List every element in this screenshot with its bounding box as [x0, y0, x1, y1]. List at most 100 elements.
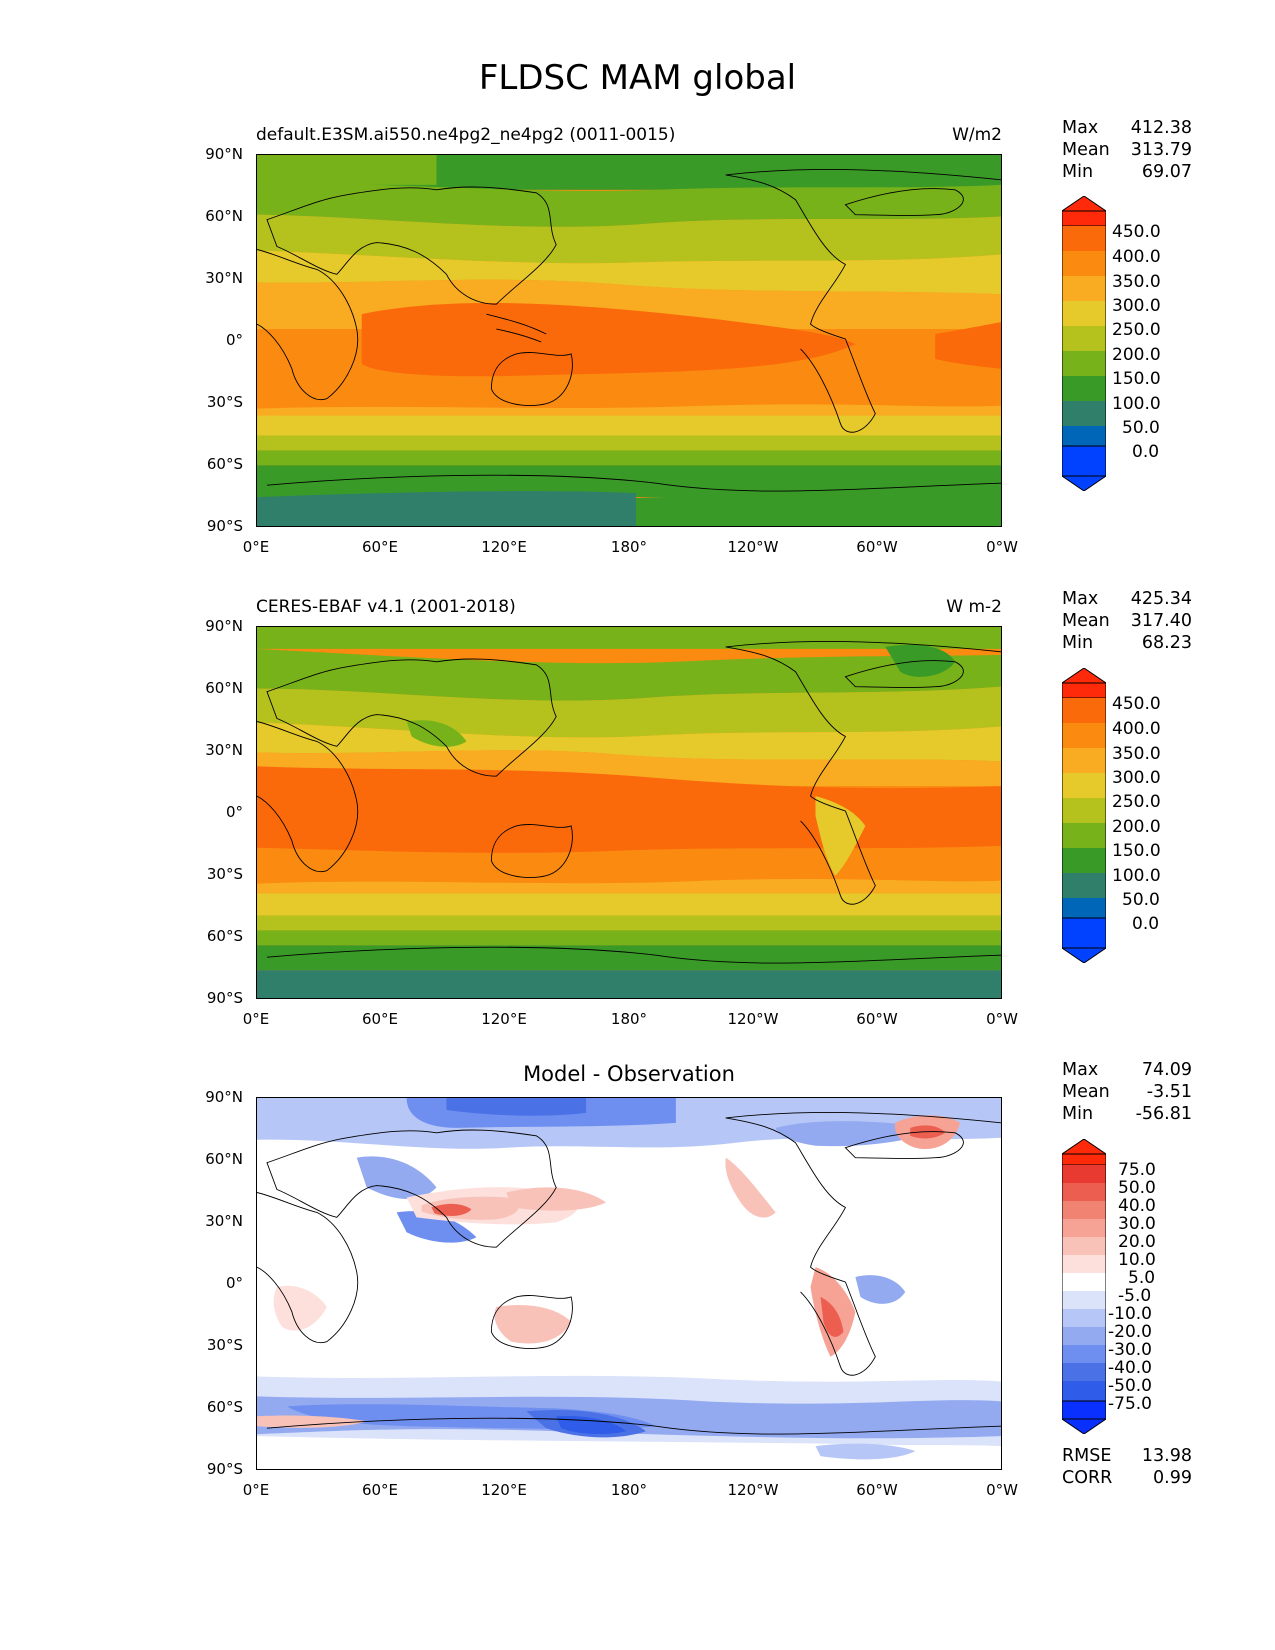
- panel1-units: W/m2: [952, 125, 1002, 145]
- panel3-cbar-label: -20.0: [1108, 1322, 1152, 1342]
- panel2-cbar-label: 400.0: [1112, 719, 1161, 739]
- panel3-lon-label: 120°E: [481, 1481, 527, 1499]
- panel3-title: Model - Observation: [523, 1062, 735, 1086]
- panel3-cbar-label: 10.0: [1118, 1250, 1156, 1270]
- corr-label: CORR: [1062, 1468, 1113, 1488]
- panel3-metrics: RMSE 13.98 CORR 0.99: [1062, 1445, 1192, 1489]
- panel3-map-svg: [257, 1098, 1001, 1469]
- panel3-lon-label: 60°E: [361, 1481, 399, 1499]
- panel1-cbar-label: 50.0: [1122, 418, 1160, 438]
- panel2-lon-label: 0°W: [986, 1010, 1018, 1028]
- figure-title: FLDSC MAM global: [478, 58, 797, 98]
- panel2-map-svg: [257, 627, 1001, 998]
- panel2-colorbar-svg: [1062, 668, 1106, 963]
- panel2-lon-label: 60°W: [856, 1010, 898, 1028]
- corr-value: 0.99: [1153, 1468, 1192, 1488]
- panel3-cbar-label: -10.0: [1108, 1304, 1152, 1324]
- panel1-lon-label: 120°W: [727, 538, 779, 556]
- panel3-lon-label: 60°W: [856, 1481, 898, 1499]
- stat-max-label: Max: [1062, 589, 1099, 609]
- panel1-cbar-label: 400.0: [1112, 247, 1161, 267]
- panel2-cbar-label: 200.0: [1112, 817, 1161, 837]
- panel3-cbar-label: -30.0: [1108, 1340, 1152, 1360]
- panel1-cbar-label: 350.0: [1112, 272, 1161, 292]
- panel1-lat-label: 30°S: [206, 393, 243, 411]
- panel2-cbar-label: 100.0: [1112, 866, 1161, 886]
- panel1-lon-label: 0°E: [242, 538, 270, 556]
- stat-max-value: 425.34: [1130, 589, 1192, 609]
- panel1-lon-label: 120°E: [481, 538, 527, 556]
- panel3-cbar-label: -40.0: [1108, 1358, 1152, 1378]
- panel3-cbar-label: 75.0: [1118, 1160, 1156, 1180]
- stat-max-label: Max: [1062, 1060, 1099, 1080]
- panel3-lon-label: 120°W: [727, 1481, 779, 1499]
- panel3-lat-label: 90°S: [206, 1460, 243, 1478]
- panel2-cbar-label: 350.0: [1112, 744, 1161, 764]
- stat-mean-label: Mean: [1062, 1082, 1110, 1102]
- panel2-lat-label: 30°S: [206, 865, 243, 883]
- panel1-cbar-label: 200.0: [1112, 345, 1161, 365]
- panel2-stats: Max 425.34 Mean 317.40 Min 68.23: [1062, 588, 1192, 654]
- stat-mean-label: Mean: [1062, 611, 1110, 631]
- panel2-lat-label: 90°S: [206, 989, 243, 1007]
- stat-min-label: Min: [1062, 1104, 1094, 1124]
- rmse-label: RMSE: [1062, 1446, 1112, 1466]
- panel1-lon-label: 180°: [610, 538, 648, 556]
- panel2-cbar-label: 450.0: [1112, 694, 1161, 714]
- panel2-cbar-label: 250.0: [1112, 792, 1161, 812]
- panel3-cbar-label: 40.0: [1118, 1196, 1156, 1216]
- panel2-colorbar: [1062, 668, 1106, 963]
- panel3-lat-label: 60°S: [206, 1398, 243, 1416]
- panel1-stats: Max 412.38 Mean 313.79 Min 69.07: [1062, 117, 1192, 183]
- panel1-cbar-label: 0.0: [1132, 442, 1160, 462]
- panel3-cbar-label: -5.0: [1118, 1286, 1152, 1306]
- stat-mean-value: 313.79: [1130, 140, 1192, 160]
- panel2-cbar-label: 150.0: [1112, 841, 1161, 861]
- panel2-lat-label: 60°N: [205, 679, 243, 697]
- panel3-lon-label: 0°E: [242, 1481, 270, 1499]
- panel2-units: W m-2: [946, 597, 1002, 617]
- panel1-colorbar-svg: [1062, 196, 1106, 491]
- panel1-map: [256, 154, 1002, 527]
- panel1-lat-label: 0°: [225, 331, 243, 349]
- panel1-lon-label: 60°W: [856, 538, 898, 556]
- panel1-lat-label: 30°N: [205, 269, 243, 287]
- panel2-cbar-label: 300.0: [1112, 768, 1161, 788]
- stat-mean-value: -3.51: [1146, 1082, 1192, 1102]
- panel2-title: CERES-EBAF v4.1 (2001-2018): [256, 597, 516, 617]
- panel1-colorbar: [1062, 196, 1106, 491]
- panel3-cbar-label: 20.0: [1118, 1232, 1156, 1252]
- panel1-lat-label: 90°S: [206, 517, 243, 535]
- panel1-cbar-label: 300.0: [1112, 296, 1161, 316]
- panel1-cbar-label: 250.0: [1112, 320, 1161, 340]
- panel1-cbar-label: 100.0: [1112, 394, 1161, 414]
- panel3-lat-label: 30°N: [205, 1212, 243, 1230]
- panel1-lon-label: 0°W: [986, 538, 1018, 556]
- stat-max-label: Max: [1062, 118, 1099, 138]
- panel2-lon-label: 120°W: [727, 1010, 779, 1028]
- stat-min-value: 68.23: [1141, 633, 1192, 653]
- stat-mean-label: Mean: [1062, 140, 1110, 160]
- panel1-lat-label: 60°N: [205, 207, 243, 225]
- panel2-lat-label: 0°: [225, 803, 243, 821]
- panel2-lon-label: 0°E: [242, 1010, 270, 1028]
- panel3-lat-label: 0°: [225, 1274, 243, 1292]
- panel3-stats: Max 74.09 Mean -3.51 Min -56.81: [1062, 1059, 1192, 1125]
- panel2-lat-label: 30°N: [205, 741, 243, 759]
- panel3-lat-label: 90°N: [205, 1088, 243, 1106]
- stat-max-value: 412.38: [1130, 118, 1192, 138]
- panel3-cbar-label: 5.0: [1128, 1268, 1156, 1288]
- panel3-cbar-label: -75.0: [1108, 1394, 1152, 1414]
- stat-mean-value: 317.40: [1130, 611, 1192, 631]
- panel1-lat-label: 90°N: [205, 145, 243, 163]
- panel3-lat-label: 60°N: [205, 1150, 243, 1168]
- panel2-lon-label: 60°E: [361, 1010, 399, 1028]
- panel1-cbar-label: 150.0: [1112, 369, 1161, 389]
- panel3-colorbar-svg: [1062, 1139, 1106, 1434]
- panel3-cbar-label: -50.0: [1108, 1376, 1152, 1396]
- panel2-cbar-label: 0.0: [1132, 914, 1160, 934]
- panel1-cbar-label: 450.0: [1112, 222, 1161, 242]
- rmse-value: 13.98: [1141, 1446, 1192, 1466]
- panel1-map-svg: [257, 155, 1001, 526]
- panel1-lat-label: 60°S: [206, 455, 243, 473]
